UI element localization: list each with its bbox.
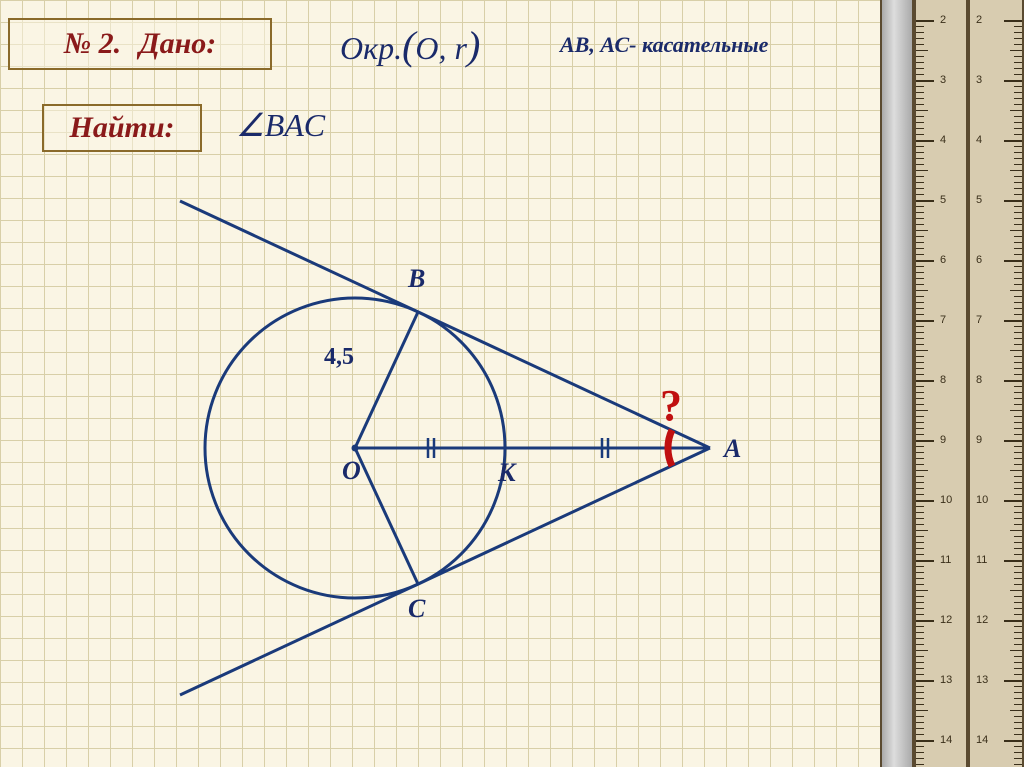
- radius-ob: [355, 312, 418, 448]
- label-b: В: [408, 264, 425, 294]
- radius-value: 4,5: [324, 344, 354, 371]
- tangent-ac: [180, 448, 710, 695]
- question-mark-icon: ?: [660, 380, 682, 431]
- ruler-wood-strip-2: 234567891011121314: [968, 0, 1024, 767]
- radius-oc: [355, 448, 418, 584]
- geometry-diagram: [0, 0, 880, 767]
- ruler-wood-strip-1: 234567891011121314: [914, 0, 968, 767]
- ruler-metal-strip: [880, 0, 914, 767]
- center-dot: [352, 445, 359, 452]
- label-k: К: [498, 458, 516, 488]
- label-a: А: [724, 434, 741, 464]
- ruler-panel: 234567891011121314 234567891011121314: [880, 0, 1024, 767]
- tangent-ab: [180, 201, 710, 448]
- label-o: О: [342, 456, 361, 486]
- label-c: С: [408, 594, 425, 624]
